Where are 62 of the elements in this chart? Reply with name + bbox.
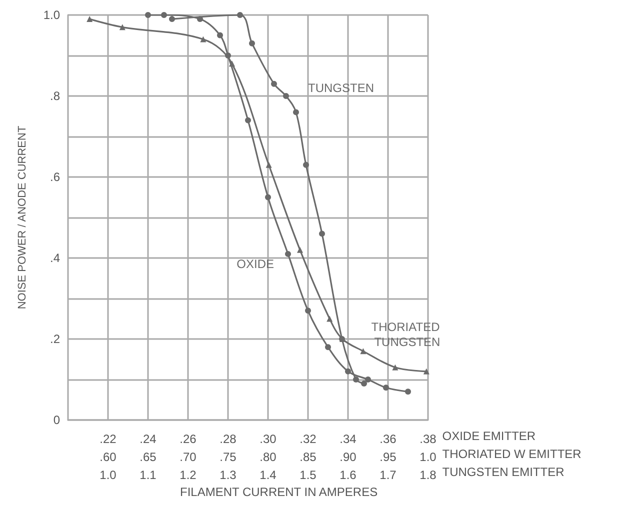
point <box>345 368 351 374</box>
point <box>249 40 255 46</box>
x2-tick-label: .85 <box>300 450 317 464</box>
text: 1.5 <box>300 468 317 482</box>
point <box>271 80 277 87</box>
point <box>319 230 325 237</box>
point <box>405 388 411 395</box>
text: 1.6 <box>340 468 357 482</box>
y-axis-title: NOISE POWER / ANODE CURRENT <box>16 126 28 310</box>
point <box>361 380 367 387</box>
point <box>245 117 251 124</box>
point <box>169 16 175 22</box>
x-axis-title: FILAMENT CURRENT IN AMPERES <box>180 485 378 499</box>
point <box>197 16 203 22</box>
x-tick-label: .28 <box>220 432 237 446</box>
text: OXIDE EMITTER <box>442 429 536 443</box>
y-tick-label: .6 <box>50 170 60 184</box>
x2-tick-label: .60 <box>100 450 117 464</box>
point <box>303 162 309 168</box>
point <box>145 12 151 18</box>
point <box>383 384 389 391</box>
x-tick-label: .36 <box>380 432 397 446</box>
point <box>161 12 167 18</box>
text: 1.8 <box>420 468 437 482</box>
point <box>325 344 331 350</box>
point <box>353 376 359 382</box>
point <box>283 93 289 99</box>
y-tick-label: .8 <box>50 89 60 103</box>
x-tick-label: .38 <box>420 432 437 446</box>
text: 1.7 <box>380 468 397 482</box>
text: 1.4 <box>260 468 277 482</box>
text: THORIATED W EMITTER <box>442 447 582 461</box>
x2-tick-label: .70 <box>180 450 197 464</box>
y-tick-label: 0 <box>53 413 60 427</box>
text: 1.1 <box>140 468 157 482</box>
x2-tick-label: .80 <box>260 450 277 464</box>
point <box>237 12 243 18</box>
y-tick-label: 1.0 <box>43 8 60 22</box>
point <box>305 308 311 314</box>
x2-tick-label: .65 <box>140 450 157 464</box>
x-tick-label: .30 <box>260 432 277 446</box>
text: 1.3 <box>220 468 237 482</box>
x2-tick-label: 1.0 <box>420 450 437 464</box>
point <box>293 109 299 116</box>
x-tick-label: .22 <box>100 432 117 446</box>
text: TUNGSTEN EMITTER <box>442 465 565 479</box>
text: 1.2 <box>180 468 197 482</box>
x-tick-label: .24 <box>140 432 157 446</box>
x-tick-label: .26 <box>180 432 197 446</box>
point <box>217 32 223 38</box>
point <box>285 250 291 257</box>
x-tick-label: .32 <box>300 432 317 446</box>
point <box>265 194 271 200</box>
x-tick-label: .34 <box>340 432 357 446</box>
x2-tick-label: .90 <box>340 450 357 464</box>
point <box>365 376 371 382</box>
y-tick-label: .2 <box>50 332 60 346</box>
x2-tick-label: .75 <box>220 450 237 464</box>
y-tick-label: .4 <box>50 251 60 265</box>
point <box>225 52 231 58</box>
x2-tick-label: .95 <box>380 450 397 464</box>
text: 1.0 <box>100 468 117 482</box>
